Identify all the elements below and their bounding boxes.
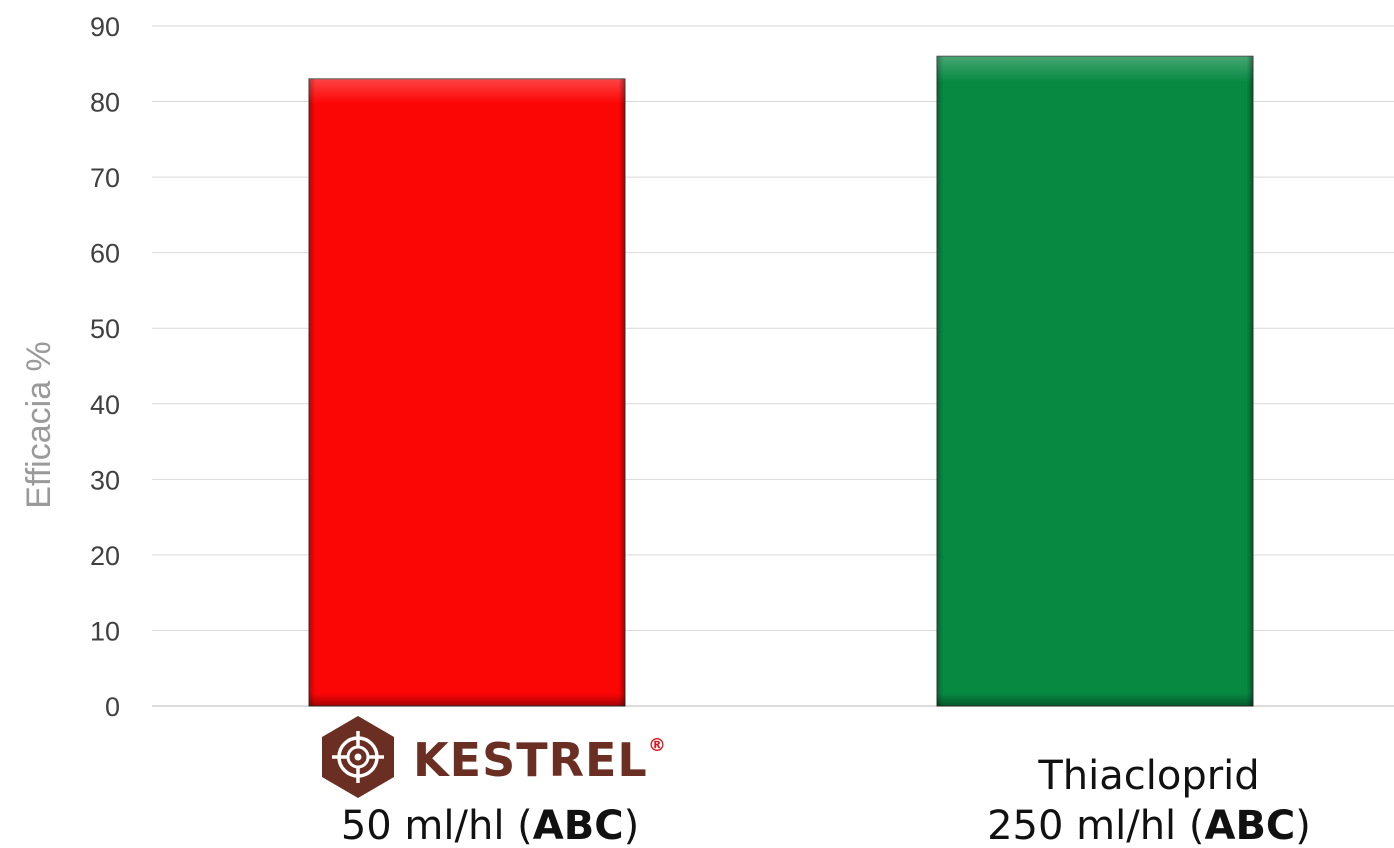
y-tick-label: 50 [90, 314, 120, 344]
bar-shape [937, 56, 1253, 706]
category-label-kestrel: KESTREL ® 50 ml/hl (ABC) [322, 716, 666, 848]
bars [308, 55, 1254, 707]
category-dose-kestrel: 50 ml/hl (ABC) [341, 803, 639, 848]
y-tick-label: 90 [90, 12, 120, 42]
bar-shape [309, 78, 625, 706]
bar-1 [308, 78, 626, 707]
y-tick-label: 20 [90, 541, 120, 571]
kestrel-logo-text: KESTREL [413, 733, 648, 787]
category-name-thiacloprid: Thiacloprid [1037, 753, 1259, 799]
kestrel-logo: KESTREL ® [322, 716, 666, 798]
y-tick-label: 80 [90, 88, 120, 118]
y-tick-label: 70 [90, 163, 120, 193]
bar-2 [936, 55, 1254, 707]
y-axis-ticks: 0 10 20 30 40 50 60 70 80 90 [90, 12, 120, 722]
y-tick-label: 60 [90, 239, 120, 269]
y-tick-label: 10 [90, 616, 120, 646]
category-dose-thiacloprid: 250 ml/hl (ABC) [987, 803, 1311, 848]
category-label-thiacloprid: Thiacloprid 250 ml/hl (ABC) [987, 753, 1311, 848]
crosshair-icon [332, 731, 384, 783]
y-axis-title: Efficacia % [20, 341, 58, 509]
y-tick-label: 30 [90, 465, 120, 495]
y-tick-label: 0 [105, 692, 120, 722]
y-tick-label: 40 [90, 390, 120, 420]
registered-mark: ® [648, 735, 666, 756]
